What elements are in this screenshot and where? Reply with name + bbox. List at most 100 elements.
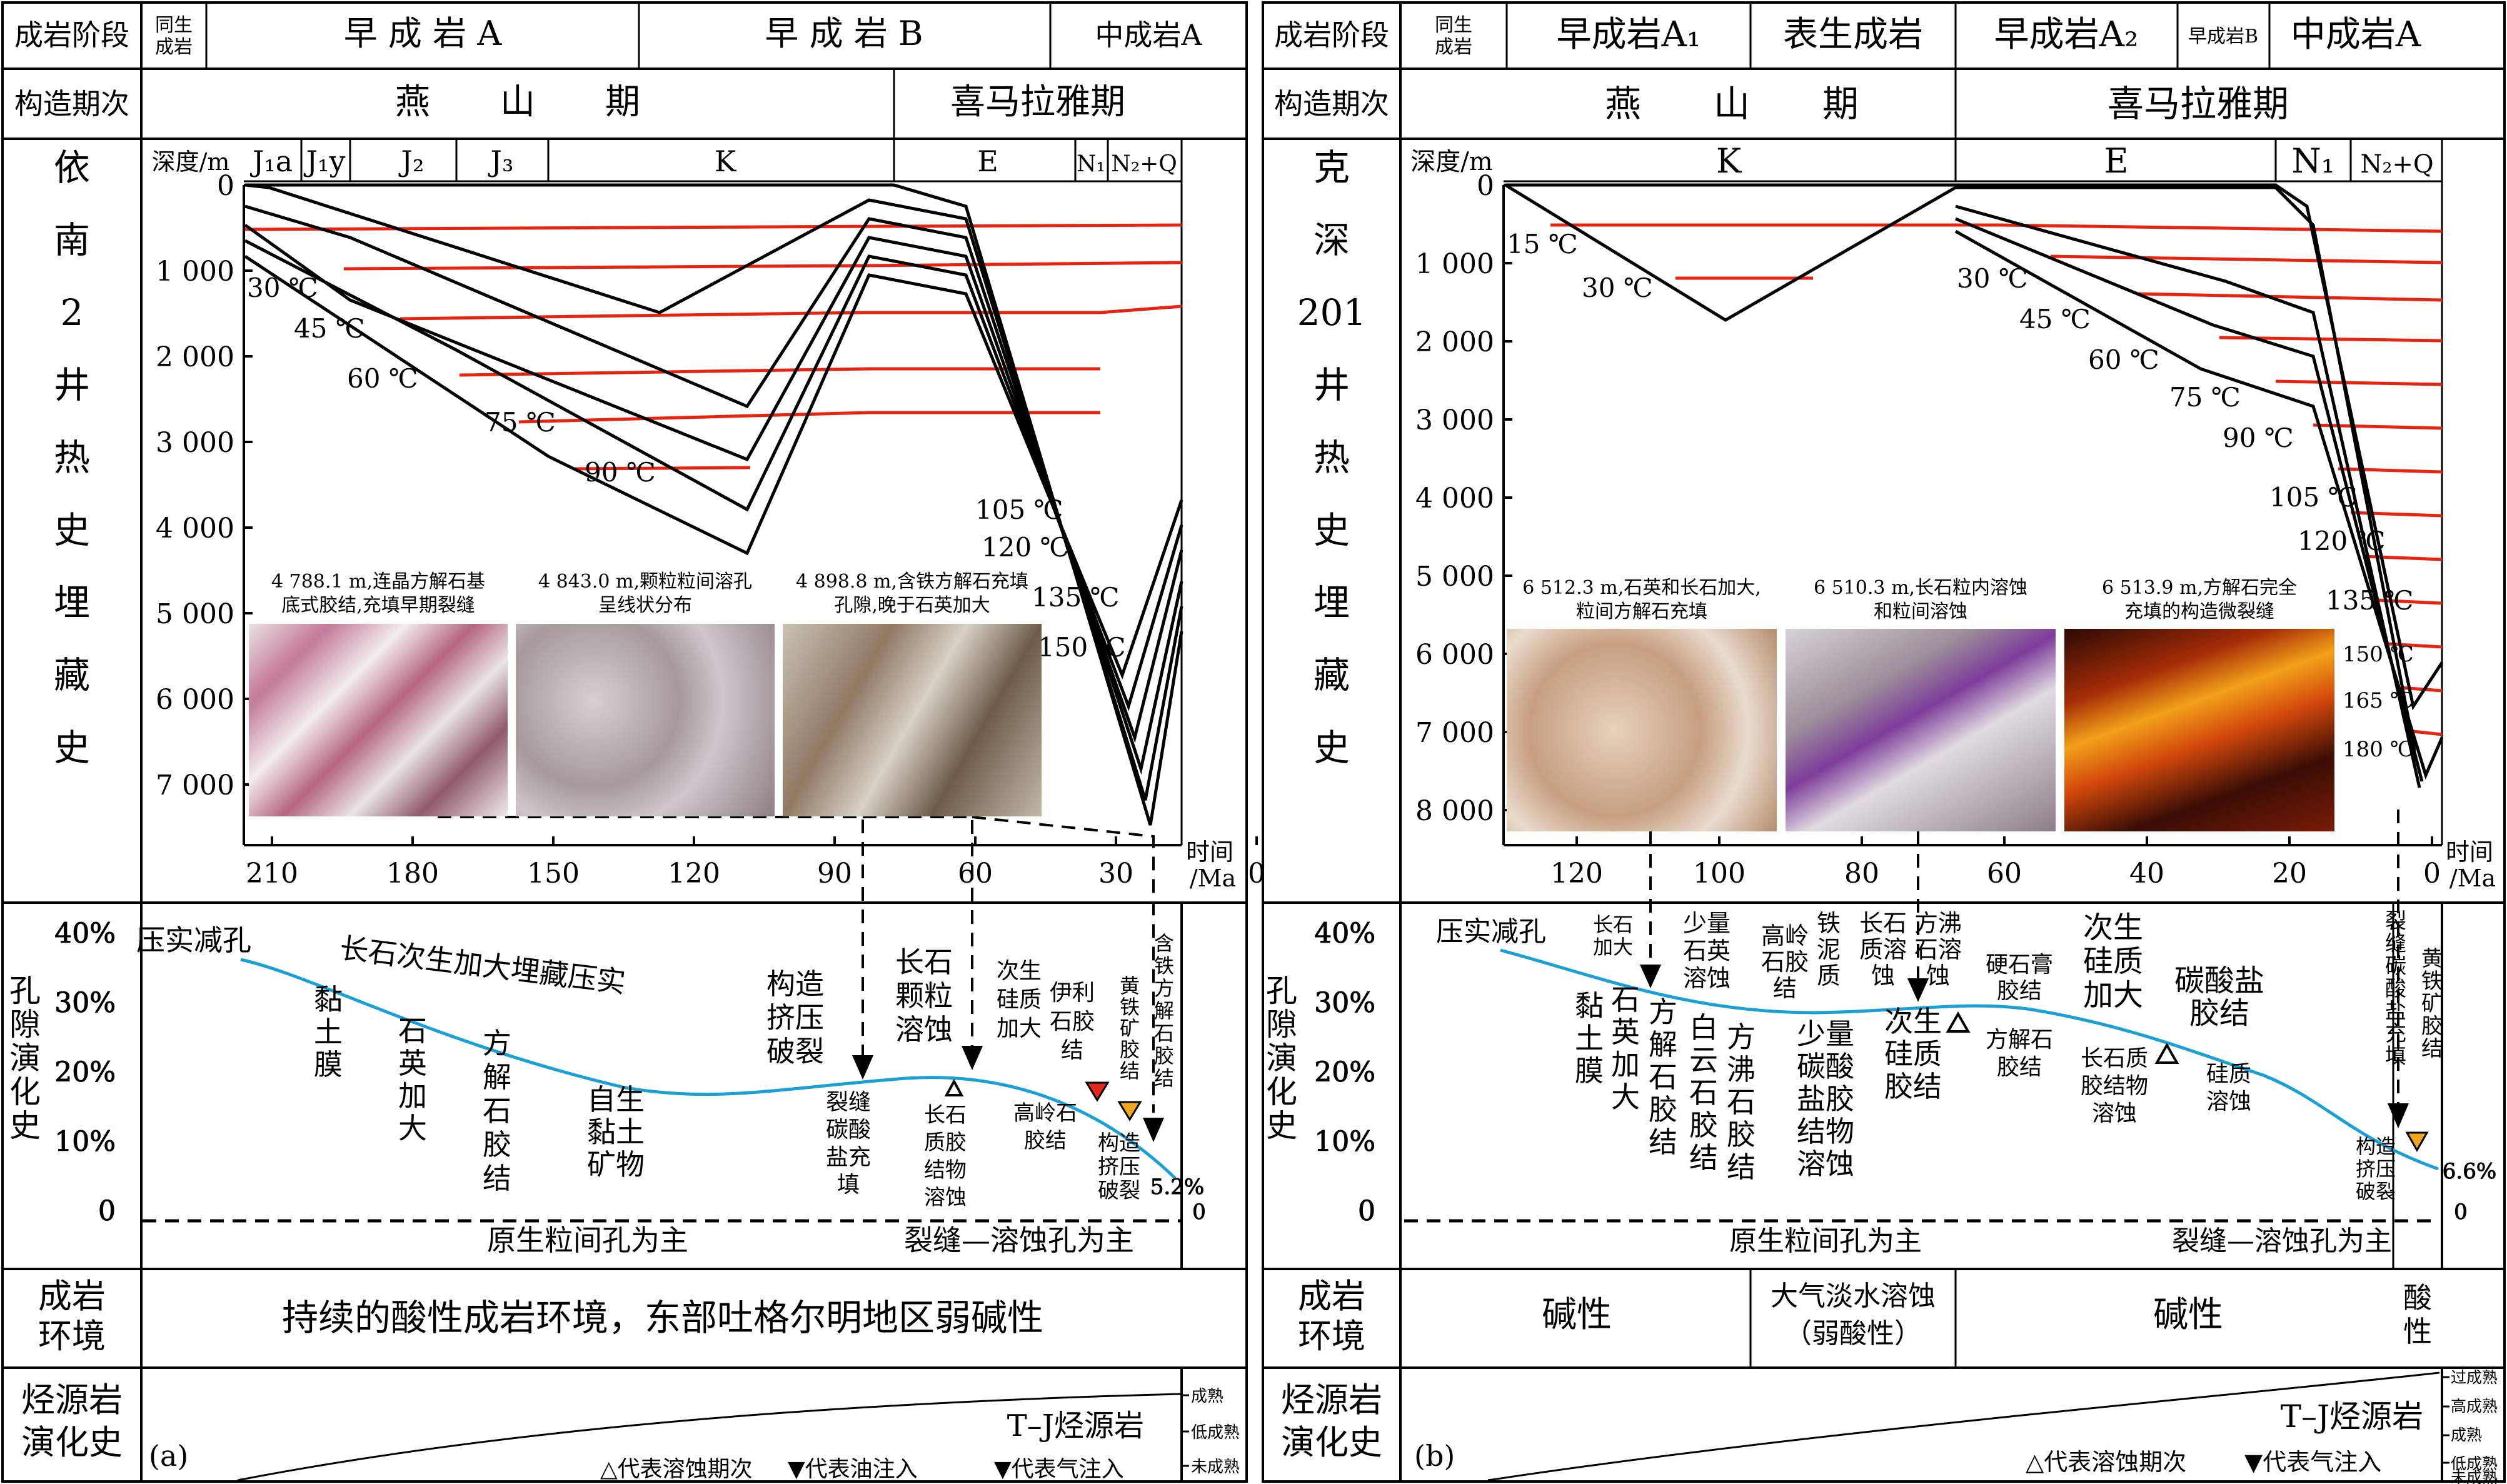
authigenic-clay-label: 黏土 [587, 1115, 645, 1149]
porosity-row-label-char: 史 [9, 1108, 41, 1144]
porosity-row-label-char: 隙 [1266, 1006, 1297, 1043]
well-name-char: 克 [1314, 146, 1350, 189]
isotherm-label: 90 ℃ [585, 457, 656, 488]
stage-early-a2: 早成岩A₂ [1994, 14, 2139, 55]
porosity-tick-label: 20% [54, 1056, 116, 1088]
pyrite-cement-label: 黄 [2421, 946, 2443, 971]
clay-film-label: 土 [1575, 1021, 1604, 1055]
pyrite-cement-label: 结 [2421, 1036, 2443, 1061]
secondary-quartz-label: 次生 [997, 958, 1042, 984]
burial-curve [1955, 204, 2421, 788]
tectonic-himalaya: 喜马拉雅期 [2108, 83, 2289, 125]
depth-tick-label: 0 [1477, 170, 1494, 202]
depth-axis-label: 深度/m [1410, 148, 1492, 176]
thin-section-photo-6513-9 [2064, 629, 2334, 831]
isotherm-line [575, 466, 751, 471]
well-name-char: 热 [54, 436, 90, 479]
isotherm-label: 90 ℃ [2223, 423, 2294, 453]
maturity-scale-ticks [1182, 1394, 1189, 1467]
maturity-mature: 成熟 [2451, 1426, 2482, 1444]
maturity-over: 过成熟 [2451, 1368, 2498, 1386]
pyrite-cement-label: 矿 [2421, 991, 2443, 1016]
depth-tick-label: 2 000 [1415, 326, 1494, 358]
feldspar-dissolution-label: 质溶 [1859, 936, 1907, 963]
authigenic-clay-label: 矿物 [587, 1148, 645, 1181]
well-name-char: 史 [54, 726, 90, 769]
isotherm-label: 150 ℃ [1038, 632, 1126, 663]
environment-acid-2: 性 [2403, 1315, 2432, 1348]
isotherm-label: 135 ℃ [1032, 582, 1120, 613]
stage-syn-label-1: 同生 [1435, 14, 1472, 36]
time-tick-label: 210 [246, 858, 298, 890]
analcime-cement-label: 胶 [1727, 1118, 1756, 1151]
burial-curve [1955, 217, 2424, 782]
stratum-label: J₁a [250, 144, 293, 178]
porosity-row-label-char: 化 [1266, 1074, 1297, 1110]
maturity-immature: 未成熟 [2451, 1468, 2498, 1484]
photo-captions: 6 512.3 m,石英和长石加大,粒间方解石充填 6 510.3 m,长石粒内溶… [1522, 577, 2297, 623]
depth-tick-label: 1 000 [1415, 248, 1494, 280]
time-axis-label-1: 时间 [2446, 838, 2493, 866]
illite-cement-label: 伊利 [1050, 980, 1095, 1006]
depth-axis-ticks: 0 1 000 2 000 3 000 4 000 5 000 6 000 7 000 8 00… [1415, 170, 1512, 827]
dolomite-cement-label: 结 [1689, 1141, 1718, 1175]
stratum-label: N₁ [1077, 151, 1105, 177]
thin-section-photo-4788 [249, 624, 508, 816]
isotherm-label: 165 ℃ [2343, 688, 2414, 713]
pyrite-cement-label: 铁 [2421, 969, 2443, 994]
porosity-tick-label: 40% [54, 918, 116, 950]
fracture-carbonate-fill-label: 裂 [2385, 909, 2406, 934]
carbonate-cement-dissolution-label: 结物 [1797, 1115, 1854, 1148]
isotherm-line [2338, 467, 2443, 474]
calcite-cement-label: 解 [1649, 1028, 1677, 1061]
porosity-end-value: 5.2% [1150, 1175, 1204, 1200]
burial-curve [244, 223, 1183, 743]
anhydrite-cement-label: 硬石膏 [1986, 952, 2053, 978]
burial-curve [244, 204, 1183, 775]
source-rock-maturity-curve [1487, 1371, 2440, 1481]
iron-clay-label: 泥 [1817, 936, 1841, 963]
tectonic-fracture-label: 构造 [1098, 1131, 1140, 1156]
secondary-quartz-label: 加大 [997, 1016, 1042, 1041]
quartz-overgrowth-label: 加 [398, 1079, 427, 1113]
porosity-row-label-char: 演 [9, 1040, 41, 1076]
porosity-axis-ticks: 40%30%20%10%05.2%0 [54, 918, 1207, 1228]
pyrite-cement-label: 矿 [1120, 1016, 1140, 1040]
fracture-carbonate-fill-label: 盐 [2385, 999, 2406, 1024]
iron-clay-label: 铁 [1817, 910, 1841, 937]
primary-pore-label: 原生粒间孔为主 [487, 1223, 688, 1257]
quartz-overgrowth-label: 英 [1611, 1015, 1640, 1049]
depth-tick-label: 5 000 [1415, 561, 1494, 593]
photo-caption: 4 843.0 m,颗粒粒间溶孔 [538, 571, 752, 593]
depth-tick-label: 5 000 [156, 598, 234, 630]
fracture-carbonate-fill-label: 碳 [2385, 954, 2406, 979]
thin-section-photo-4843 [516, 624, 775, 816]
stratum-label: N₂+Q [1111, 151, 1177, 177]
time-tick-label: 80 [1844, 858, 1879, 890]
time-tick-label: 0 [2423, 858, 2441, 890]
burial-curve [244, 254, 1183, 680]
ferro-calcite-cement-label: 铁 [1154, 954, 1174, 978]
well-name-char: 2 [61, 291, 84, 334]
stage-syn-label-2: 成岩 [155, 36, 193, 58]
time-tick-label: 90 [817, 858, 852, 890]
photo-caption: 孔隙,晚于石英加大 [834, 594, 990, 616]
environment-text: 持续的酸性成岩环境，东部吐格尔明地区弱碱性 [282, 1296, 1043, 1339]
feldspar-cement-dissolution-label: 质胶 [924, 1130, 967, 1155]
isotherm-label: 45 ℃ [2019, 304, 2091, 334]
dolomite-cement-label: 胶 [1689, 1108, 1718, 1142]
ferro-calcite-cement-label: 含 [1154, 931, 1174, 955]
minor-quartz-dissolution-label: 石英 [1683, 937, 1731, 965]
isotherm-label: 180 ℃ [2343, 737, 2414, 762]
clay-film-label: 膜 [1575, 1054, 1604, 1088]
isotherm-label: 120 ℃ [982, 532, 1070, 563]
dissolution-marker [944, 1078, 964, 1096]
depth-tick-label: 7 000 [1415, 717, 1494, 749]
source-rock-maturity-curve [237, 1393, 1181, 1481]
tectonic-fracture-label: 破裂 [1098, 1178, 1140, 1203]
environment-row-label-1: 成岩 [1298, 1276, 1365, 1316]
isotherm-line [2313, 423, 2443, 430]
source-rock-label: T–J烃源岩 [2281, 1398, 2423, 1435]
